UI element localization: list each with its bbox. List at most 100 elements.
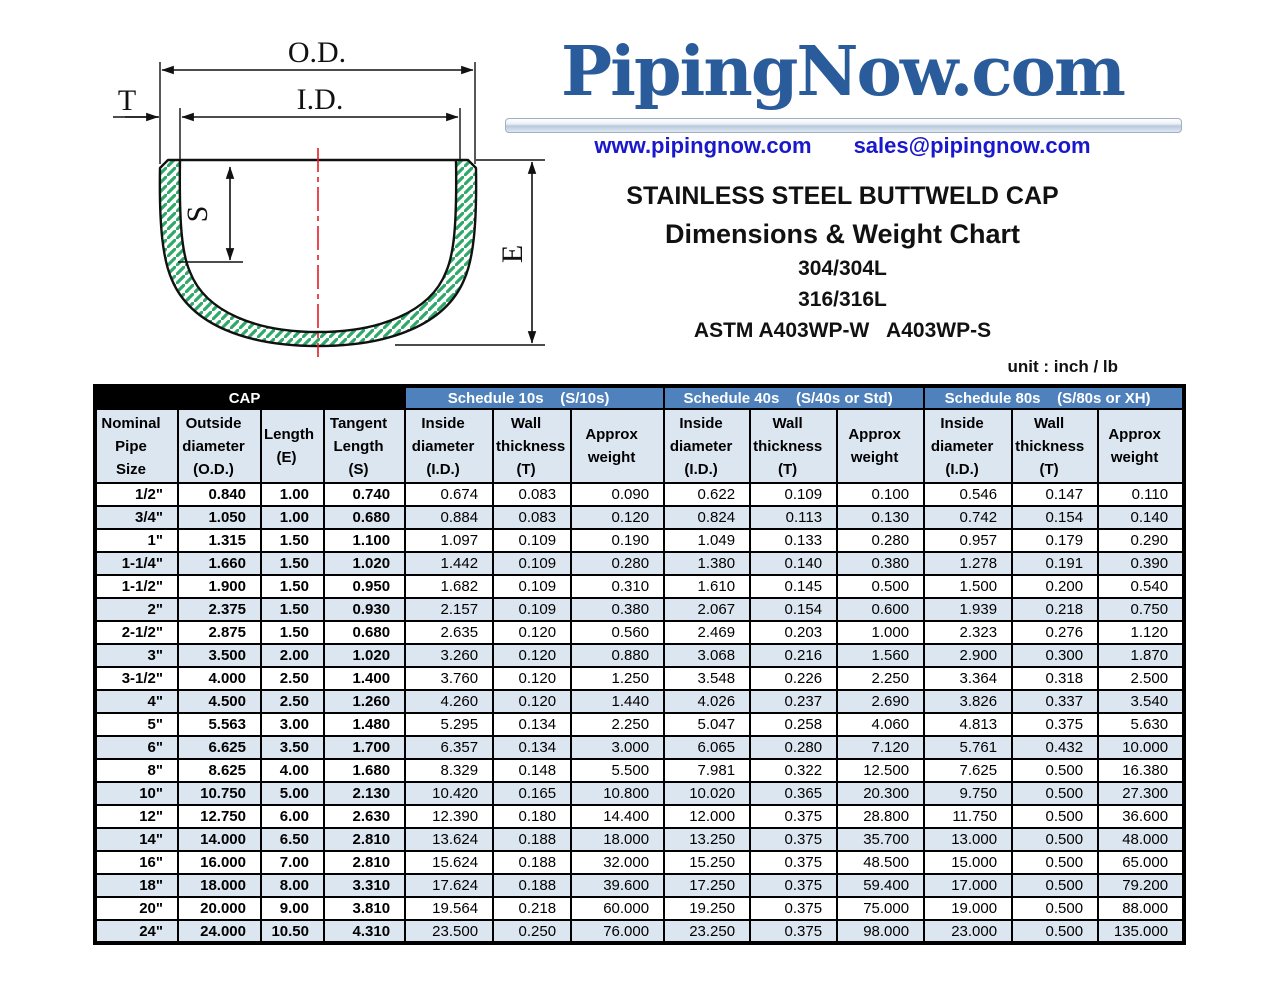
table-cell: 1.050 <box>177 505 262 530</box>
column-header: Approx weight <box>836 408 926 484</box>
table-cell: 0.120 <box>570 505 666 530</box>
website-link[interactable]: www.pipingnow.com <box>594 133 812 158</box>
table-cell: 2.50 <box>260 689 325 714</box>
table-cell: 12.390 <box>404 804 495 829</box>
email-link[interactable]: sales@pipingnow.com <box>853 133 1091 158</box>
table-cell: 1.020 <box>322 551 407 576</box>
table-cell: 1.50 <box>260 620 325 645</box>
table-cell: 0.134 <box>492 712 573 737</box>
table-cell: 0.190 <box>570 528 666 553</box>
table-cell: 0.337 <box>1011 689 1100 714</box>
table-cell: 3.826 <box>923 689 1014 714</box>
table-cell: 3.000 <box>570 735 666 760</box>
column-header: Approx weight <box>1097 408 1186 484</box>
table-cell: 3" <box>94 643 179 668</box>
table-cell: 3.540 <box>1097 689 1186 714</box>
astm-spec: ASTM A403WP-W A403WP-S <box>693 319 992 342</box>
table-cell: 19.250 <box>663 896 752 921</box>
table-cell: 0.145 <box>749 574 839 599</box>
divider-bar <box>505 118 1182 133</box>
table-cell: 2-1/2" <box>94 620 179 645</box>
table-cell: 6.065 <box>663 735 752 760</box>
table-cell: 4.000 <box>177 666 262 691</box>
table-cell: 0.100 <box>836 482 926 507</box>
e-dimension-label: E <box>496 245 529 263</box>
table-cell: 19.000 <box>923 896 1014 921</box>
group-header-cap: CAP <box>93 385 407 410</box>
table-cell: 0.109 <box>492 574 573 599</box>
table-cell: 17.000 <box>923 873 1014 898</box>
table-cell: 0.546 <box>923 482 1014 507</box>
table-cell: 1-1/4" <box>94 551 179 576</box>
table-cell: 1/2" <box>94 482 179 507</box>
table-cell: 0.500 <box>1011 804 1100 829</box>
table-cell: 79.200 <box>1097 873 1186 898</box>
table-cell: 1" <box>94 528 179 553</box>
column-header: Wall thickness (T) <box>492 408 573 484</box>
table-cell: 1.250 <box>570 666 666 691</box>
material-grade-2: 316/316L <box>798 288 887 311</box>
table-cell: 0.154 <box>1011 505 1100 530</box>
table-cell: 23.000 <box>923 919 1014 944</box>
table-cell: 0.375 <box>749 896 839 921</box>
table-cell: 0.380 <box>836 551 926 576</box>
table-cell: 1.100 <box>322 528 407 553</box>
table-cell: 0.680 <box>322 620 407 645</box>
table-cell: 12" <box>94 804 179 829</box>
column-header: Inside diameter (I.D.) <box>663 408 752 484</box>
table-cell: 20" <box>94 896 179 921</box>
table-cell: 75.000 <box>836 896 926 921</box>
table-row: 8" 8.625 4.00 1.680 8.329 0.148 5.500 7.981 0.32… <box>94 758 1186 783</box>
table-cell: 0.375 <box>749 919 839 944</box>
table-cell: 0.110 <box>1097 482 1186 507</box>
table-cell: 1.50 <box>260 551 325 576</box>
cap-cross-section-diagram: O.D. I.D. T S E <box>113 36 545 357</box>
table-cell: 2.250 <box>836 666 926 691</box>
table-cell: 0.083 <box>492 505 573 530</box>
table-cell: 0.250 <box>492 919 573 944</box>
table-cell: 1-1/2" <box>94 574 179 599</box>
table-row: 12" 12.750 6.00 2.630 12.390 0.180 14.400 12.00… <box>94 804 1186 829</box>
table-cell: 1.120 <box>1097 620 1186 645</box>
column-header: Approx weight <box>570 408 666 484</box>
table-cell: 0.191 <box>1011 551 1100 576</box>
table-cell: 0.884 <box>404 505 495 530</box>
table-cell: 20.300 <box>836 781 926 806</box>
table-cell: 5.761 <box>923 735 1014 760</box>
table-cell: 59.400 <box>836 873 926 898</box>
table-cell: 135.000 <box>1097 919 1186 944</box>
table-cell: 0.500 <box>836 574 926 599</box>
table-cell: 7.120 <box>836 735 926 760</box>
table-cell: 2.00 <box>260 643 325 668</box>
table-cell: 20.000 <box>177 896 262 921</box>
column-header: Wall thickness (T) <box>749 408 839 484</box>
table-cell: 6.625 <box>177 735 262 760</box>
table-cell: 3.068 <box>663 643 752 668</box>
table-cell: 6" <box>94 735 179 760</box>
table-cell: 1.700 <box>322 735 407 760</box>
dimensions-table-wrap: CAP Schedule 10s (S/10s) Schedule 40s (S/4… <box>93 384 1187 945</box>
column-header: Inside diameter (I.D.) <box>923 408 1014 484</box>
table-cell: 0.500 <box>1011 827 1100 852</box>
table-cell: 0.188 <box>492 873 573 898</box>
table-row: 6" 6.625 3.50 1.700 6.357 0.134 3.000 6.065 0.28… <box>94 735 1186 760</box>
table-cell: 10.020 <box>663 781 752 806</box>
table-cell: 0.375 <box>749 873 839 898</box>
table-cell: 0.280 <box>570 551 666 576</box>
table-cell: 0.824 <box>663 505 752 530</box>
table-row: 14" 14.000 6.50 2.810 13.624 0.188 18.000 13.25… <box>94 827 1186 852</box>
table-cell: 0.120 <box>492 643 573 668</box>
table-cell: 0.500 <box>1011 919 1100 944</box>
table-cell: 0.280 <box>749 735 839 760</box>
table-cell: 1.50 <box>260 597 325 622</box>
table-cell: 0.188 <box>492 850 573 875</box>
table-cell: 11.750 <box>923 804 1014 829</box>
table-cell: 0.216 <box>749 643 839 668</box>
table-head: CAP Schedule 10s (S/10s) Schedule 40s (S/4… <box>93 385 1186 484</box>
table-cell: 24.000 <box>177 919 262 944</box>
table-cell: 0.280 <box>836 528 926 553</box>
table-cell: 8" <box>94 758 179 783</box>
table-cell: 0.154 <box>749 597 839 622</box>
table-cell: 1.400 <box>322 666 407 691</box>
table-cell: 0.237 <box>749 689 839 714</box>
